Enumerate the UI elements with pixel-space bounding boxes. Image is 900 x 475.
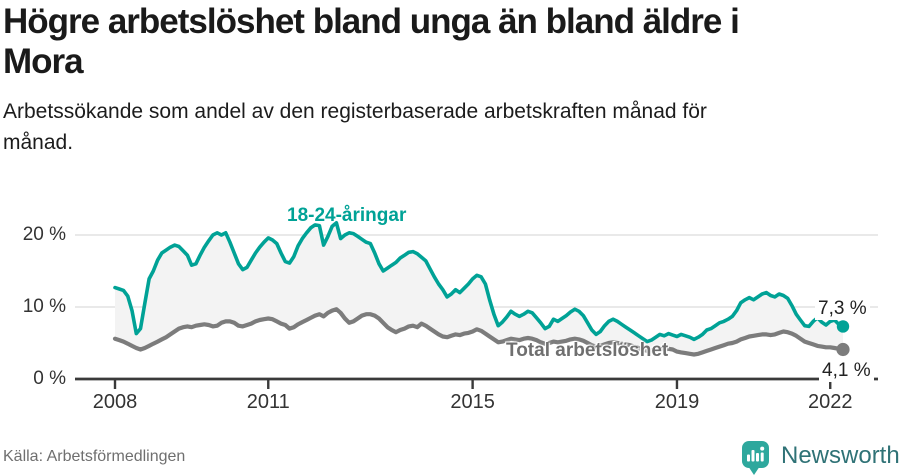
page-subtitle-line1: Arbetssökande som andel av den registerb… [3,100,707,123]
page-subtitle-line2: månad. [3,131,74,154]
series-line-total [112,307,846,357]
x-axis-label-2015: 2015 [450,391,495,413]
bar-chart-pin-icon [742,441,769,468]
newsworthy-logo: Newsworthy [742,441,900,475]
unemployment-line-chart [75,220,878,389]
gap-band [115,222,843,355]
y-axis-label-20: 20 % [22,224,66,245]
end-value-label-total: 4,1 % [819,360,874,382]
y-axis-label-10: 10 % [22,296,66,317]
page-title-line1: Högre arbetslöshet bland unga än bland ä… [3,2,740,41]
series-label-youth: 18-24-åringar [287,205,407,226]
source-attribution: Källa: Arbetsförmedlingen [3,448,186,465]
page-title-line2: Mora [3,42,84,81]
end-dot-total [836,342,850,357]
brand-name: Newsworthy [781,442,900,469]
x-axis-label-2008: 2008 [92,391,138,413]
series-line-youth [113,220,845,344]
page-subtitle: Arbetssökande som andel av den registerb… [3,96,823,158]
x-axis-label-2011: 2011 [246,391,290,413]
series-label-total: Total arbetslöshet [506,340,669,361]
y-axis-label-0: 0 % [33,368,66,389]
x-axis-label-2019: 2019 [654,391,700,413]
end-value-label-youth: 7,3 % [815,298,870,320]
logo-pin-tail [748,466,760,475]
bar-chart-glyph [747,446,765,462]
x-axis-label-2022: 2022 [807,391,853,413]
end-dot-youth [836,320,850,333]
page-title: Högre arbetslöshet bland unga än bland ä… [3,2,897,82]
